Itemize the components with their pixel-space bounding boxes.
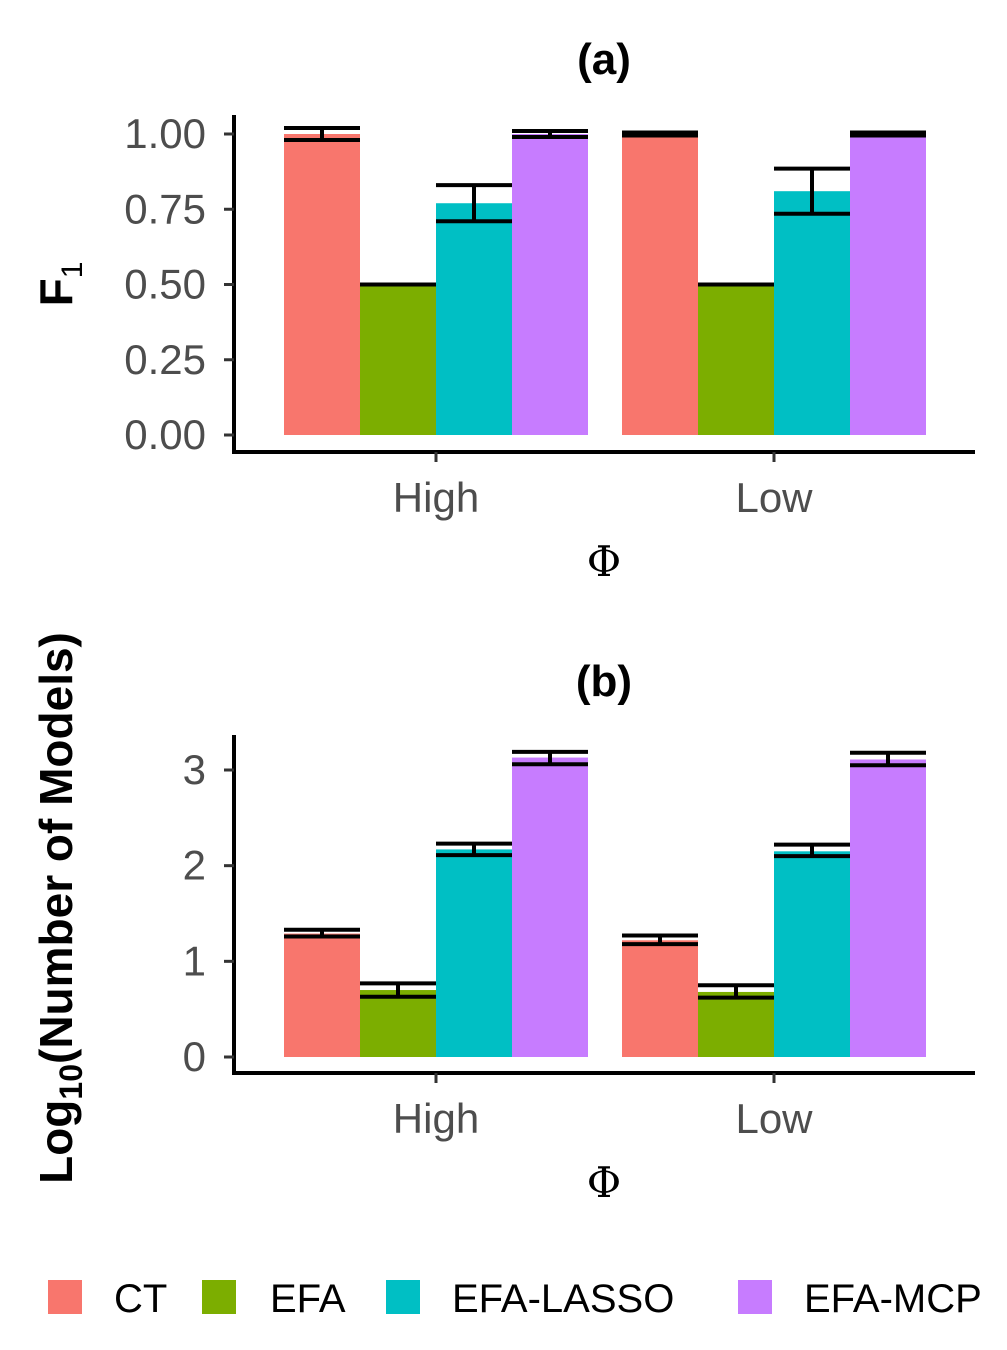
bar-b-low-efa xyxy=(698,991,774,1057)
panel-a-ylabel-main: F xyxy=(30,278,82,306)
errorbar-a-low-ct xyxy=(622,130,698,138)
y-tick-label-b-0: 0 xyxy=(183,1033,206,1080)
bar-b-high-efa-lasso xyxy=(436,849,512,1057)
errorbar-b-high-efa-mcp xyxy=(512,749,588,767)
legend-swatch-efa-mcp xyxy=(738,1280,772,1314)
bar-b-low-ct xyxy=(622,940,698,1057)
errorbar-b-low-efa-mcp xyxy=(850,750,926,768)
bar-a-high-efa-lasso xyxy=(436,203,512,435)
panel-a-title: (a) xyxy=(577,35,631,84)
errorbar-a-high-efa-lasso xyxy=(436,183,512,224)
errorbar-b-low-efa xyxy=(698,983,774,1000)
x-tick-label-a-low: Low xyxy=(735,474,813,521)
errorbar-a-low-efa-mcp xyxy=(850,130,926,138)
errorbar-a-high-ct xyxy=(284,125,360,143)
panel-a-plot: 0.00 0.25 0.50 0.75 1.00 High Low xyxy=(124,110,975,521)
bar-a-high-efa-mcp xyxy=(512,134,588,435)
errorbar-b-low-efa-lasso xyxy=(774,842,850,859)
panel-b-xlabel: Φ xyxy=(587,1158,621,1207)
legend-swatch-efa-lasso xyxy=(386,1280,420,1314)
x-tick-label-a-high: High xyxy=(393,474,479,521)
bar-a-high-efa xyxy=(360,284,436,435)
panel-b-ylabel-sub: 10 xyxy=(53,1064,89,1100)
panel-b-plot: 0 1 2 3 High Low xyxy=(183,735,975,1142)
panel-b-ylabel: Log10(Number of Models) xyxy=(30,632,89,1184)
panel-b-ylabel-main: Log xyxy=(30,1100,82,1184)
panel-a-ylabel-sub: 1 xyxy=(56,262,89,279)
errorbar-a-high-efa-mcp xyxy=(512,128,588,140)
legend-label-efa: EFA xyxy=(270,1277,346,1321)
y-tick-label-a-1: 0.25 xyxy=(124,336,206,383)
bar-b-low-efa-mcp xyxy=(850,759,926,1057)
panel-a-ylabel: F1 xyxy=(30,262,89,307)
errorbar-b-high-efa xyxy=(360,981,436,999)
bar-b-low-efa-lasso xyxy=(774,851,850,1057)
x-tick-label-b-high: High xyxy=(393,1095,479,1142)
bar-a-low-efa-lasso xyxy=(774,191,850,435)
legend: CT EFA EFA-LASSO EFA-MCP xyxy=(48,1277,982,1321)
y-tick-label-a-2: 0.50 xyxy=(124,261,206,308)
y-tick-label-b-3: 3 xyxy=(183,746,206,793)
errorbar-b-high-efa-lasso xyxy=(436,841,512,858)
errorbar-b-high-ct xyxy=(284,927,360,939)
errorbar-a-low-efa-lasso xyxy=(774,166,850,216)
panel-b-ylabel-rest: (Number of Models) xyxy=(30,632,82,1064)
bar-a-low-ct xyxy=(622,134,698,435)
legend-label-efa-mcp: EFA-MCP xyxy=(804,1277,982,1321)
bar-b-high-ct xyxy=(284,933,360,1057)
y-tick-label-a-4: 1.00 xyxy=(124,110,206,157)
legend-swatch-ct xyxy=(48,1280,82,1314)
legend-label-ct: CT xyxy=(114,1277,167,1321)
y-tick-label-b-2: 2 xyxy=(183,842,206,889)
y-tick-label-a-3: 0.75 xyxy=(124,185,206,232)
y-tick-label-a-0: 0.00 xyxy=(124,411,206,458)
bar-a-low-efa-mcp xyxy=(850,134,926,435)
bar-b-high-efa-mcp xyxy=(512,757,588,1057)
errorbar-b-low-ct xyxy=(622,933,698,947)
panel-a-xlabel: Φ xyxy=(587,537,621,586)
bar-a-low-efa xyxy=(698,284,774,435)
x-tick-label-b-low: Low xyxy=(735,1095,813,1142)
legend-swatch-efa xyxy=(202,1280,236,1314)
panel-b-title: (b) xyxy=(576,657,632,706)
y-tick-label-b-1: 1 xyxy=(183,937,206,984)
legend-label-efa-lasso: EFA-LASSO xyxy=(452,1277,674,1321)
bar-a-high-ct xyxy=(284,134,360,435)
bar-b-high-efa xyxy=(360,990,436,1057)
